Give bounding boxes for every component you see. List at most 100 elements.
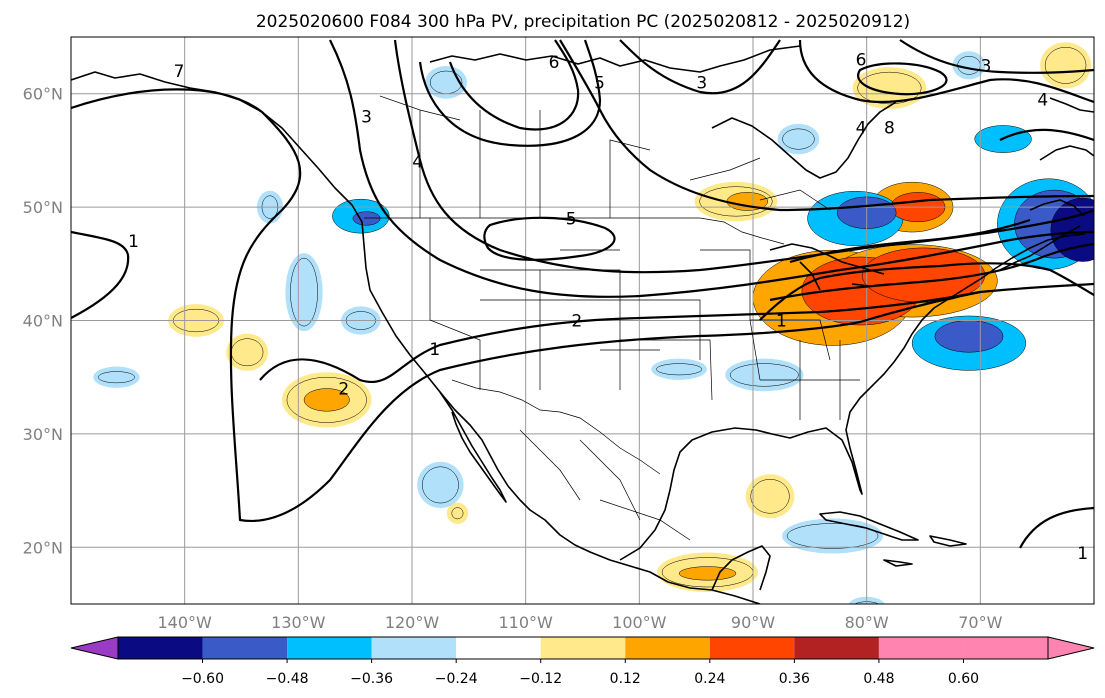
yucatan-coastline [711,545,771,591]
pv-contour-label: 2 [338,380,349,400]
colorbar-segment [540,637,626,659]
pv-contour-label: 1 [429,340,440,360]
precip-blob-15 [782,128,815,150]
precip-blob-12 [730,363,799,387]
pv-contour-lakes [789,218,1031,264]
colorbar-tick-label: −0.48 [266,671,309,687]
pv-contour-labels: 1 1 1 2 2 3 3 3 4 4 4 5 5 6 6 7 1 8 [128,51,1088,564]
hudson-bay-coastline [711,101,897,179]
gulf-coastline [619,233,1086,561]
colorbar-frame [117,636,1049,660]
colorbar-tick-label: −0.60 [181,671,224,687]
pv-contour-label: 4 [856,119,867,139]
baja-coastline [439,391,507,503]
pv-contour-label: 7 [174,62,185,82]
axis-tick-labels: 140°W 130°W 120°W 110°W 100°W 90°W 80°W 70°W 20°… [23,85,1003,632]
precip-blob-6 [750,479,790,514]
longitude-tick-label: 70°W [958,613,1002,632]
pv-contour-label: 5 [594,73,605,93]
pv-contour-3 [329,39,1094,298]
precip-blob-8 [451,507,464,520]
colorbar-segment [118,637,203,659]
pv-contour-4-ne [999,128,1094,142]
pv-contour-label: 2 [571,312,582,332]
pv-contour-label: 8 [884,119,895,139]
pv-contour-label: 3 [696,73,707,93]
mexico-states [519,429,691,541]
pv-contour-lines [71,39,1094,549]
precip-blob-13 [656,363,703,376]
colorbar-segment [963,637,1048,659]
colorbar-tick-label: −0.24 [435,671,478,687]
us-canada-border [364,217,785,245]
colorbar-segment [625,637,710,659]
arctic-coastline [429,45,801,73]
colorbar-tick-label: −0.12 [519,671,562,687]
pv-contour-6 [448,39,580,131]
precip-blob-14 [786,523,879,549]
latitude-tick-label: 40°N [23,312,63,331]
pv-contour-label: 1 [776,312,787,332]
pv-contour-5 [559,39,1094,212]
precip-blob-16 [429,70,463,94]
latitude-tick-label: 20°N [23,538,63,557]
colorbar-extend-high [1047,636,1095,660]
precip-blob-10 [290,257,318,327]
pv-contour-label: 4 [412,153,423,173]
longitude-tick-label: 130°W [271,613,326,632]
colorbar-tick-label: 0.24 [694,671,725,687]
pv-contour-label: 1 [1077,544,1088,564]
precip-blob-25 [303,388,350,412]
precip-blob-2 [1044,46,1087,84]
precip-blob-38 [352,211,381,226]
pv-contour-1-west [71,230,130,319]
precip-blob-1 [857,71,922,105]
longitude-tick-label: 120°W [385,613,440,632]
pv-contour-1-east [759,262,1094,321]
longitude-tick-label: 90°W [731,613,775,632]
pv-contour-3-east [619,39,781,95]
precip-blob-5 [231,338,264,367]
colorbar-segment [878,637,964,659]
longitude-tick-label: 140°W [157,613,212,632]
pv-contour-4-east [798,39,1094,104]
pv-contour-label: 6 [856,51,867,71]
precip-blob-17 [957,56,981,75]
pv-contour-label: 5 [566,209,577,229]
colorbar-tick-label: 0.36 [779,671,810,687]
latitude-tick-label: 50°N [23,198,63,217]
pv-contour-label: 4 [1037,90,1048,110]
pv-contour-2 [259,290,981,383]
pv-contour-6-east [857,62,948,96]
colorbar-segment [794,637,879,659]
pv-contour-5b [418,39,602,147]
colorbar-tick-label: 0.48 [863,671,894,687]
colorbar-tick-label: −0.36 [350,671,393,687]
figure-title: 2025020600 F084 300 hPa PV, precipitatio… [256,12,910,32]
pv-contour-3-ne [899,39,1094,74]
pv-contour-1-southeast [1019,506,1094,549]
pv-contour-2-east [769,242,1094,302]
pv-contour-label: 3 [981,56,992,76]
colorbar-segment [709,637,795,659]
us-mexico-border [451,379,661,475]
latitude-tick-label: 30°N [23,425,63,444]
pv-contour-label: 3 [361,107,372,127]
map-frame [70,36,1095,605]
colorbar-segment [371,637,457,659]
colorbar-segment [456,637,541,659]
precip-blob-19 [98,371,135,384]
longitude-tick-label: 80°W [845,613,889,632]
precip-blob-11 [421,466,459,504]
colorbar-segment [287,637,372,659]
latitude-tick-label: 60°N [23,85,63,104]
longitude-tick-label: 110°W [498,613,553,632]
pv-contour-outer [71,88,1094,522]
pv-contour-label: 1 [128,232,139,252]
colorbar-tick-label: 0.12 [610,671,641,687]
caribbean-islands [819,511,967,567]
greenland-coastline [1039,97,1094,161]
pv-contour-5-closed [483,216,616,261]
colorbar-extend-low [70,636,119,660]
